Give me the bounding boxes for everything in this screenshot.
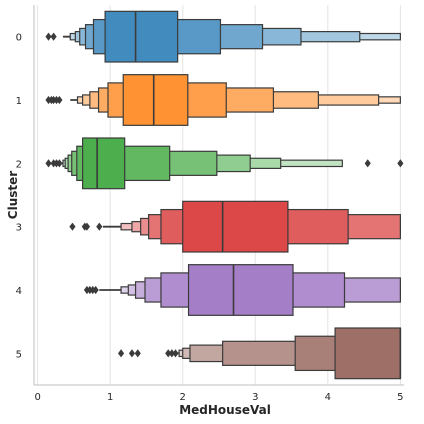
outlier-point	[56, 159, 63, 168]
boxen-level-1	[187, 264, 294, 316]
boxen-level-1	[104, 10, 179, 63]
boxen-level-1	[334, 327, 401, 380]
outlier-point	[83, 222, 91, 231]
outlier-point	[134, 349, 141, 358]
outlier-point	[92, 285, 99, 295]
boxen-level-1	[182, 200, 289, 253]
x-tick-label: 5	[397, 392, 403, 403]
x-tick-label: 1	[107, 392, 113, 403]
y-tick-label: 3	[16, 223, 22, 234]
y-tick-label: 2	[16, 159, 22, 170]
boxen-group-cluster-4	[83, 264, 401, 316]
x-tick-label: 0	[34, 392, 40, 403]
x-axis-label: MedHouseVal	[179, 403, 271, 417]
outlier-point	[50, 32, 57, 41]
boxen-group-cluster-2	[45, 137, 404, 190]
grid-lines	[37, 5, 401, 385]
outlier-point	[96, 222, 103, 231]
boxen-group-cluster-3	[69, 200, 401, 253]
boxen-group-cluster-5	[117, 327, 402, 380]
y-tick-label: 0	[16, 33, 22, 44]
boxen-plot	[45, 10, 404, 380]
boxen-group-cluster-1	[45, 74, 401, 126]
outlier-point	[364, 159, 371, 168]
y-axis-ticks: 0 1 2 3 4 5	[16, 33, 22, 361]
outlier-point	[172, 349, 179, 358]
x-tick-label: 4	[325, 392, 331, 403]
y-axis-label: Cluster	[6, 171, 20, 219]
outlier-point	[45, 32, 52, 41]
x-tick-label: 2	[180, 392, 186, 403]
x-axis-ticks: 0 1 2 3 4 5	[34, 392, 403, 403]
outlier-point	[56, 95, 63, 105]
outlier-point	[45, 159, 52, 168]
boxen-group-cluster-0	[45, 10, 401, 63]
outlier-point	[128, 349, 136, 358]
outlier-point	[69, 222, 76, 231]
x-tick-label: 3	[252, 392, 258, 403]
y-tick-label: 5	[16, 349, 22, 360]
boxen-level-1	[82, 137, 126, 190]
y-tick-label: 1	[16, 96, 22, 107]
boxen-level-1	[122, 74, 189, 126]
y-tick-label: 4	[16, 286, 22, 297]
outlier-point	[397, 159, 404, 168]
outlier-point	[117, 349, 125, 358]
